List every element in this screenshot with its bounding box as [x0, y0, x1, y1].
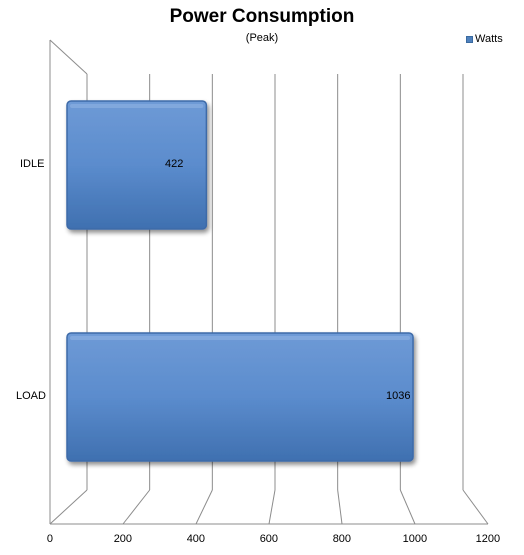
- floor-line: [49, 489, 88, 525]
- x-tick-label: 800: [332, 533, 352, 545]
- bar-highlight: [70, 104, 204, 108]
- bars: [66, 100, 414, 462]
- legend-swatch: [466, 35, 473, 43]
- chart-title: Power Consumption: [169, 6, 355, 27]
- legend: Watts: [466, 33, 503, 45]
- floor-line: [195, 489, 213, 525]
- data-label-idle: 422: [165, 158, 184, 170]
- y-category-label: IDLE: [20, 158, 45, 170]
- side-wall-top: [49, 39, 88, 75]
- x-tick-label: 1000: [402, 533, 428, 545]
- floor-line: [122, 489, 151, 525]
- floor-line: [399, 489, 416, 525]
- y-category-label: LOAD: [16, 390, 46, 402]
- bar-highlight: [70, 336, 411, 340]
- bar-load: [66, 332, 414, 462]
- legend-label: Watts: [475, 33, 503, 45]
- x-tick-label: 600: [259, 533, 279, 545]
- floor-line: [462, 489, 489, 525]
- data-label-load: 1036: [386, 390, 411, 402]
- x-tick-label: 400: [186, 533, 206, 545]
- floor-line: [268, 489, 276, 525]
- bar-idle: [66, 100, 208, 230]
- x-tick-label: 200: [113, 533, 133, 545]
- chart-subtitle: (Peak): [245, 32, 279, 44]
- x-tick-label: 0: [46, 533, 54, 545]
- x-tick-label: 1200: [475, 533, 501, 545]
- floor-line: [337, 489, 343, 525]
